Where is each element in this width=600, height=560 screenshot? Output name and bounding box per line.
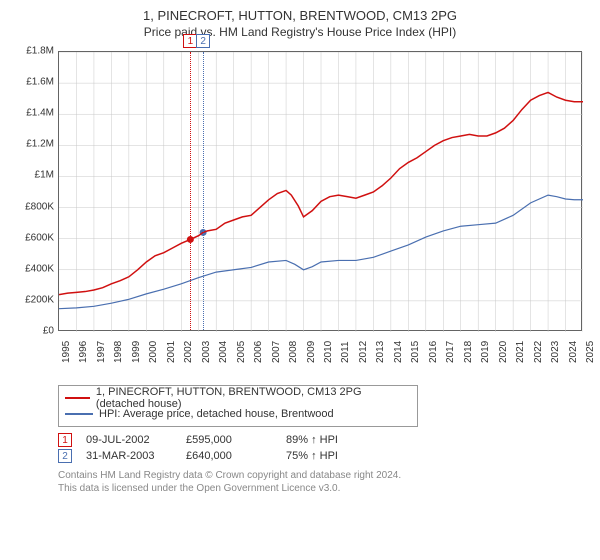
x-tick-label: 1995	[61, 341, 79, 363]
x-tick-label: 1999	[131, 341, 149, 363]
x-tick-label: 2004	[218, 341, 236, 363]
x-tick-label: 2002	[183, 341, 201, 363]
x-tick-label: 2021	[515, 341, 533, 363]
y-tick-label: £600K	[12, 232, 54, 243]
legend-swatch	[65, 413, 93, 415]
x-tick-label: 2005	[236, 341, 254, 363]
sale-idx-badge: 2	[58, 449, 72, 463]
legend-row: 1, PINECROFT, HUTTON, BRENTWOOD, CM13 2P…	[65, 390, 411, 406]
sale-row: 1 09-JUL-2002 £595,000 89% ↑ HPI	[58, 433, 588, 447]
legend-label: HPI: Average price, detached house, Bren…	[99, 408, 334, 420]
sale-idx-badge: 1	[58, 433, 72, 447]
sale-marker-badge: 2	[196, 34, 210, 48]
x-tick-label: 1996	[78, 341, 96, 363]
x-tick-label: 2024	[568, 341, 586, 363]
x-tick-label: 2017	[445, 341, 463, 363]
x-tick-label: 2022	[533, 341, 551, 363]
x-tick-label: 2015	[410, 341, 428, 363]
x-tick-label: 2003	[201, 341, 219, 363]
x-tick-label: 2001	[166, 341, 184, 363]
footer-line-1: Contains HM Land Registry data © Crown c…	[58, 469, 588, 482]
y-tick-label: £1.2M	[12, 139, 54, 150]
chart-subtitle: Price paid vs. HM Land Registry's House …	[12, 25, 588, 39]
legend-swatch	[65, 397, 90, 399]
sales-table: 1 09-JUL-2002 £595,000 89% ↑ HPI 2 31-MAR-200…	[12, 433, 588, 463]
y-tick-label: £1.8M	[12, 46, 54, 57]
x-tick-label: 2010	[323, 341, 341, 363]
y-tick-label: £400K	[12, 263, 54, 274]
x-tick-label: 2007	[271, 341, 289, 363]
sale-pct: 89% ↑ HPI	[286, 434, 372, 446]
sale-vline	[203, 52, 204, 330]
chart-box: £0 £200K £400K £600K £800K £1M £1.2M £1.4M £1.6M…	[12, 47, 588, 381]
y-tick-label: £0	[12, 326, 54, 337]
legend: 1, PINECROFT, HUTTON, BRENTWOOD, CM13 2P…	[58, 385, 418, 427]
sale-date: 31-MAR-2003	[86, 450, 172, 462]
x-tick-label: 2019	[480, 341, 498, 363]
x-tick-label: 2020	[498, 341, 516, 363]
y-tick-label: £1.6M	[12, 77, 54, 88]
y-tick-label: £1.4M	[12, 108, 54, 119]
x-tick-label: 2006	[253, 341, 271, 363]
y-tick-label: £200K	[12, 294, 54, 305]
chart-svg	[59, 52, 583, 332]
footer-line-2: This data is licensed under the Open Gov…	[58, 482, 588, 495]
x-tick-label: 2018	[463, 341, 481, 363]
x-tick-label: 2013	[375, 341, 393, 363]
x-tick-label: 2009	[306, 341, 324, 363]
sale-row: 2 31-MAR-2003 £640,000 75% ↑ HPI	[58, 449, 588, 463]
x-tick-label: 2011	[340, 341, 358, 363]
sale-vline	[190, 52, 191, 330]
x-tick-label: 2000	[148, 341, 166, 363]
chart-container: 1, PINECROFT, HUTTON, BRENTWOOD, CM13 2P…	[0, 0, 600, 503]
x-tick-label: 2016	[428, 341, 446, 363]
x-tick-label: 1997	[96, 341, 114, 363]
y-tick-label: £800K	[12, 201, 54, 212]
legend-label: 1, PINECROFT, HUTTON, BRENTWOOD, CM13 2P…	[96, 386, 411, 410]
x-tick-label: 1998	[113, 341, 131, 363]
footer: Contains HM Land Registry data © Crown c…	[58, 469, 588, 495]
plot-area: 12	[58, 51, 582, 331]
x-tick-label: 2008	[288, 341, 306, 363]
chart-title: 1, PINECROFT, HUTTON, BRENTWOOD, CM13 2P…	[12, 8, 588, 23]
x-tick-label: 2025	[585, 341, 600, 363]
sale-price: £595,000	[186, 434, 272, 446]
x-tick-label: 2014	[393, 341, 411, 363]
sale-price: £640,000	[186, 450, 272, 462]
sale-pct: 75% ↑ HPI	[286, 450, 372, 462]
x-tick-label: 2023	[550, 341, 568, 363]
sale-date: 09-JUL-2002	[86, 434, 172, 446]
y-tick-label: £1M	[12, 170, 54, 181]
x-tick-label: 2012	[358, 341, 376, 363]
